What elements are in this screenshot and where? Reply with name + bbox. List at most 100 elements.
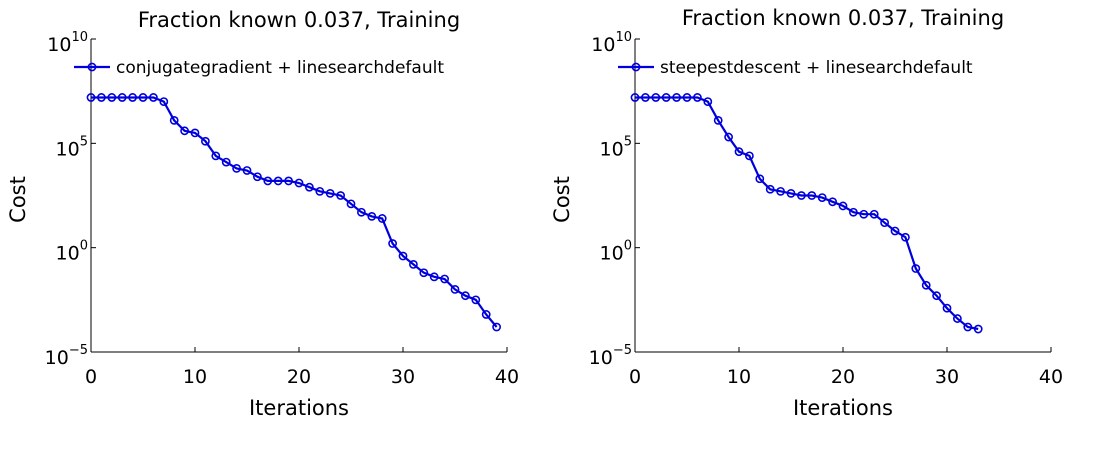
legend-swatch-marker bbox=[631, 62, 641, 72]
y-tick-base: 10 bbox=[589, 347, 613, 369]
y-tick-label: 10−5 bbox=[45, 343, 88, 369]
data-point bbox=[703, 97, 713, 106]
data-point bbox=[911, 264, 921, 273]
y-tick-base: 10 bbox=[56, 243, 80, 265]
data-point bbox=[849, 207, 858, 217]
data-point bbox=[86, 93, 96, 102]
data-point bbox=[745, 151, 754, 161]
data-point bbox=[641, 93, 650, 102]
chart-title: Fraction known 0.037, Training bbox=[138, 8, 460, 32]
data-point bbox=[200, 136, 210, 146]
data-point bbox=[776, 186, 785, 196]
data-point bbox=[180, 126, 189, 136]
y-tick-exponent: 5 bbox=[624, 134, 632, 149]
data-point bbox=[724, 132, 733, 142]
y-tick-exponent: 10 bbox=[71, 30, 88, 45]
data-point bbox=[932, 291, 941, 301]
legend-label: steepestdescent + linesearchdefault bbox=[660, 58, 973, 78]
data-point bbox=[901, 232, 910, 242]
y-tick-exponent: −5 bbox=[69, 343, 88, 358]
data-point bbox=[356, 207, 366, 217]
data-point bbox=[880, 218, 889, 228]
y-tick-label: 1010 bbox=[47, 30, 88, 56]
data-point bbox=[817, 193, 827, 202]
legend-label: conjugategradient + linesearchdefault bbox=[116, 58, 444, 78]
x-tick-label: 20 bbox=[287, 366, 311, 388]
data-point bbox=[429, 272, 439, 282]
data-point bbox=[869, 209, 879, 219]
data-point bbox=[481, 310, 491, 319]
y-tick-exponent: 0 bbox=[624, 239, 632, 254]
data-point bbox=[252, 172, 262, 182]
data-point bbox=[419, 268, 429, 278]
data-point bbox=[190, 128, 200, 138]
data-point bbox=[97, 93, 106, 102]
x-tick-label: 30 bbox=[935, 366, 959, 388]
x-tick-label: 10 bbox=[183, 366, 207, 388]
x-tick-label: 0 bbox=[629, 366, 641, 388]
data-point bbox=[921, 280, 931, 290]
series-line bbox=[91, 96, 498, 328]
series-line bbox=[635, 96, 979, 331]
y-tick-label: 100 bbox=[600, 239, 632, 265]
y-axis-label: Cost bbox=[6, 176, 30, 223]
data-point bbox=[890, 226, 900, 236]
data-point bbox=[398, 251, 408, 261]
x-tick-label: 40 bbox=[1039, 366, 1063, 388]
y-tick-exponent: 5 bbox=[80, 134, 88, 149]
data-point bbox=[169, 115, 179, 125]
legend-swatch-marker bbox=[87, 62, 97, 72]
data-point bbox=[138, 93, 148, 102]
data-point bbox=[859, 209, 869, 219]
y-tick-label: 100 bbox=[56, 239, 88, 265]
data-point bbox=[263, 176, 273, 186]
data-point bbox=[755, 174, 765, 184]
data-point bbox=[325, 188, 335, 198]
data-point bbox=[159, 97, 169, 106]
y-tick-base: 10 bbox=[600, 243, 624, 265]
data-point bbox=[315, 186, 325, 196]
data-point bbox=[242, 166, 252, 175]
y-tick-label: 10−5 bbox=[589, 343, 632, 369]
data-point bbox=[797, 191, 806, 200]
data-point bbox=[294, 178, 304, 188]
data-point bbox=[148, 93, 158, 102]
y-tick-exponent: 0 bbox=[80, 239, 88, 254]
data-point bbox=[367, 211, 377, 221]
y-tick-base: 10 bbox=[56, 138, 80, 160]
x-tick-label: 10 bbox=[727, 366, 751, 388]
data-point bbox=[682, 93, 692, 102]
data-point bbox=[117, 93, 127, 102]
y-tick-base: 10 bbox=[591, 34, 615, 56]
data-point bbox=[942, 303, 952, 313]
data-point bbox=[953, 314, 962, 323]
data-point bbox=[128, 93, 137, 102]
y-tick-exponent: −5 bbox=[613, 343, 632, 358]
data-point bbox=[471, 295, 481, 305]
data-point bbox=[377, 214, 387, 223]
data-point bbox=[450, 284, 460, 294]
data-point bbox=[807, 191, 817, 200]
data-point bbox=[346, 199, 356, 209]
data-point bbox=[786, 188, 796, 198]
y-tick-base: 10 bbox=[45, 347, 69, 369]
y-tick-label: 105 bbox=[56, 134, 88, 160]
x-axis-label: Iterations bbox=[249, 396, 349, 420]
data-point bbox=[630, 93, 640, 102]
data-point bbox=[460, 291, 470, 301]
x-tick-label: 30 bbox=[391, 366, 415, 388]
data-point bbox=[232, 163, 241, 173]
data-point bbox=[765, 184, 775, 194]
chart-title: Fraction known 0.037, Training bbox=[682, 6, 1004, 30]
data-point bbox=[211, 151, 221, 161]
y-tick-label: 105 bbox=[600, 134, 632, 160]
data-point bbox=[973, 324, 983, 334]
x-tick-label: 0 bbox=[85, 366, 97, 388]
y-axis-label: Cost bbox=[550, 176, 574, 223]
data-point bbox=[273, 176, 283, 186]
data-point bbox=[336, 191, 345, 200]
data-point bbox=[440, 274, 449, 284]
data-point bbox=[672, 93, 681, 102]
